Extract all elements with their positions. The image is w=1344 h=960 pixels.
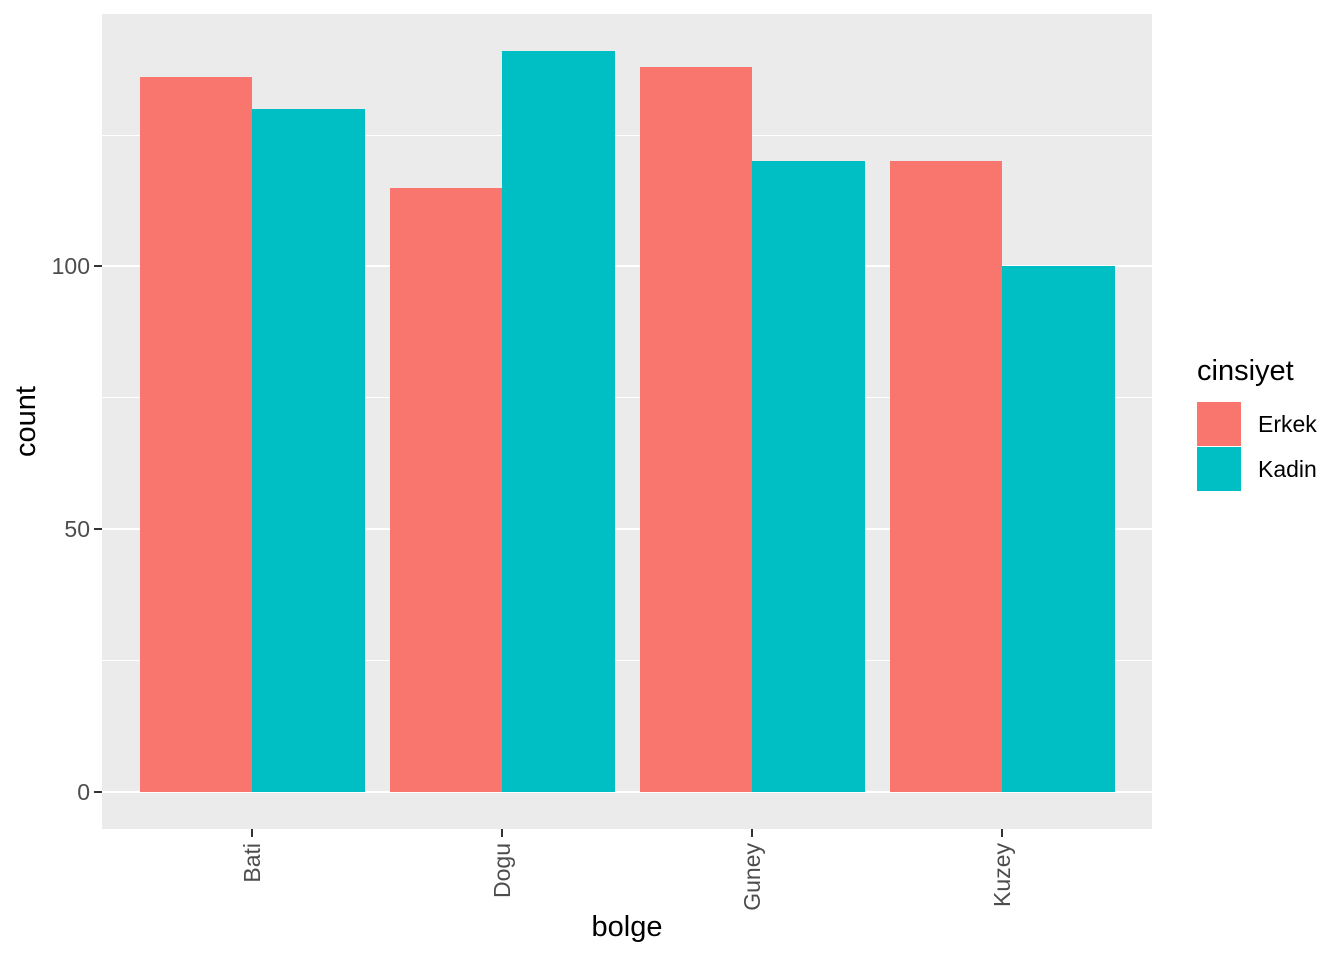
y-tick-50 (94, 528, 102, 531)
x-tick-label-Guney: Guney (739, 843, 765, 911)
bar-Guney-Erkek (639, 66, 752, 792)
bar-Bati-Kadin (252, 108, 365, 792)
legend-label-Erkek: Erkek (1258, 410, 1317, 437)
legend-title: cinsiyet (1197, 355, 1294, 387)
legend-item-Erkek: Erkek (1197, 402, 1317, 446)
x-tick-Guney (751, 829, 753, 837)
y-axis-title: count (9, 386, 42, 457)
gridline-minor-75 (102, 397, 1152, 399)
gridline-minor-25 (102, 660, 1152, 662)
bar-Dogu-Kadin (502, 51, 615, 792)
gridline-major-0 (102, 790, 1152, 793)
x-tick-label-Dogu: Dogu (489, 843, 515, 898)
x-tick-Dogu (501, 829, 503, 837)
legend-swatch-Erkek (1197, 402, 1241, 446)
bar-Kuzey-Kadin (1002, 266, 1115, 792)
y-axis-title-wrap: count (8, 14, 44, 829)
legend-items: Erkek Kadin (1197, 402, 1317, 491)
legend-label-Kadin: Kadin (1258, 455, 1317, 482)
gridline-major-100 (102, 265, 1152, 268)
gridline-major-50 (102, 528, 1152, 531)
x-tick-label-Kuzey: Kuzey (989, 843, 1015, 907)
y-tick-100 (94, 265, 102, 268)
legend-swatch-Kadin (1197, 447, 1241, 491)
x-tick-Kuzey (1001, 829, 1003, 837)
plot-panel (102, 14, 1152, 829)
y-tick-0 (94, 790, 102, 793)
y-tick-label-0: 0 (77, 778, 90, 805)
legend-item-Kadin: Kadin (1197, 447, 1317, 491)
bar-Kuzey-Erkek (889, 161, 1002, 792)
gridline-minor-125 (102, 134, 1152, 136)
y-tick-label-50: 50 (64, 516, 90, 543)
bar-Bati-Erkek (139, 77, 252, 792)
bar-Guney-Kadin (752, 161, 865, 792)
x-tick-Bati (251, 829, 253, 837)
x-axis-title: bolge (591, 911, 663, 943)
x-tick-label-Bati: Bati (239, 843, 265, 883)
legend: cinsiyet Erkek Kadin (1197, 355, 1317, 492)
x-axis-title-wrap: bolge (102, 911, 1152, 944)
y-tick-label-100: 100 (51, 253, 90, 280)
bar-Dogu-Erkek (389, 187, 502, 792)
